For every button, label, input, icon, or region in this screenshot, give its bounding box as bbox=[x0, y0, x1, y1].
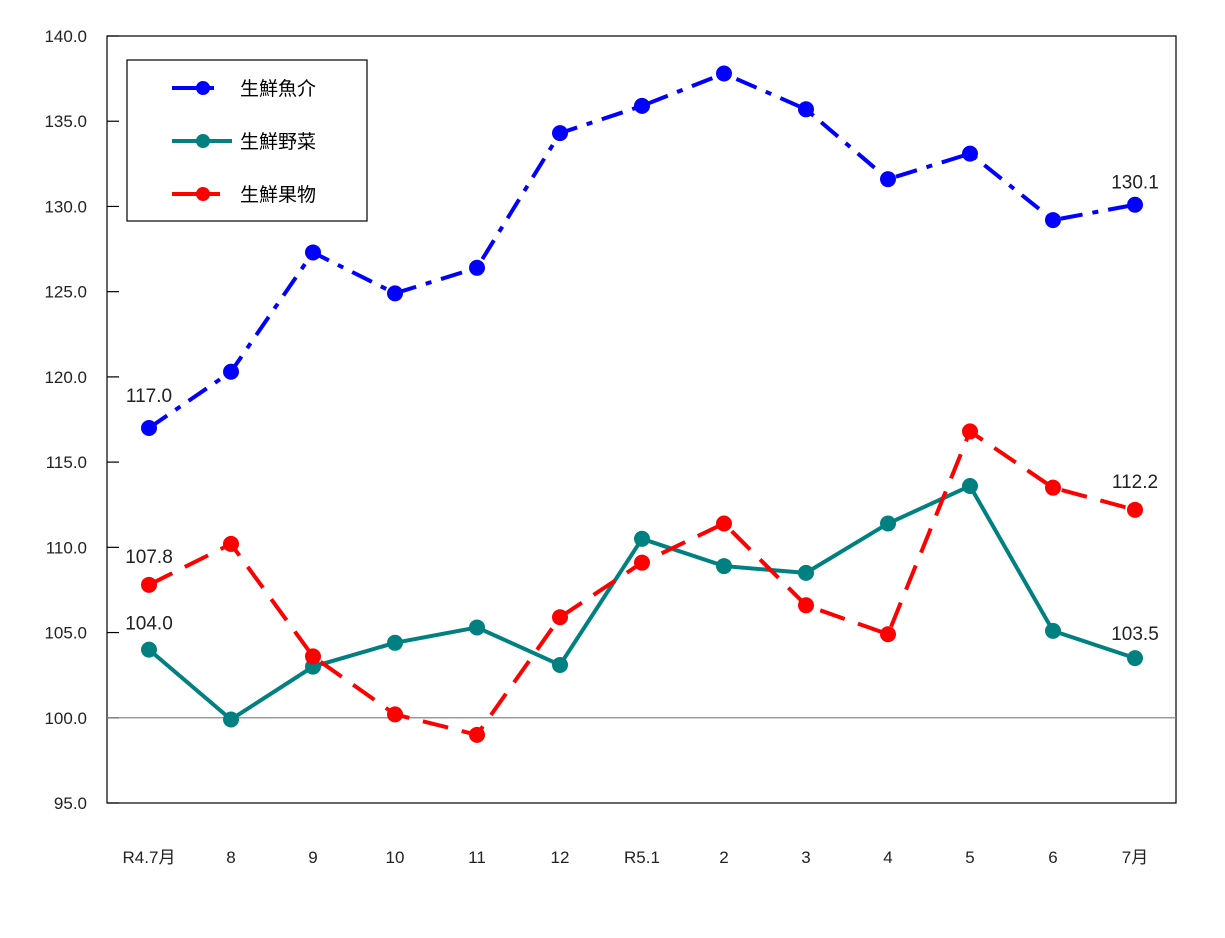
plot-area bbox=[106, 35, 1177, 804]
y-tick-label: 125.0 bbox=[44, 283, 87, 302]
data-point bbox=[634, 554, 650, 571]
series-2 bbox=[141, 423, 1143, 743]
data-point bbox=[1127, 501, 1143, 518]
data-point bbox=[387, 285, 403, 302]
data-point bbox=[880, 171, 896, 188]
x-tick-label: 7月 bbox=[1122, 848, 1148, 867]
data-point bbox=[798, 597, 814, 614]
x-tick-label: 8 bbox=[226, 848, 235, 867]
y-tick-label: 105.0 bbox=[44, 624, 87, 643]
y-tick-label: 120.0 bbox=[44, 368, 87, 387]
data-point bbox=[634, 97, 650, 114]
x-tick-label: R5.1 bbox=[624, 848, 660, 867]
x-tick-label: R4.7月 bbox=[123, 848, 176, 867]
data-label: 103.5 bbox=[1111, 624, 1159, 645]
x-tick-label: 9 bbox=[308, 848, 317, 867]
legend-label: 生鮮野菜 bbox=[240, 131, 316, 153]
y-tick-label: 115.0 bbox=[46, 453, 87, 472]
data-point bbox=[223, 711, 239, 728]
data-point bbox=[305, 244, 321, 261]
data-point bbox=[552, 125, 568, 142]
data-point bbox=[305, 648, 321, 665]
y-tick-label: 140.0 bbox=[44, 27, 87, 46]
data-label: 112.2 bbox=[1112, 472, 1158, 493]
series-0 bbox=[141, 65, 1143, 437]
data-point bbox=[716, 515, 732, 532]
y-tick-label: 130.0 bbox=[44, 197, 87, 216]
data-point bbox=[716, 558, 732, 575]
data-point bbox=[552, 609, 568, 626]
data-point bbox=[1127, 196, 1143, 213]
legend-label: 生鮮魚介 bbox=[240, 78, 316, 100]
data-point bbox=[552, 656, 568, 673]
y-tick-label: 110.0 bbox=[46, 538, 87, 557]
x-axis: R4.7月 8 9 10 11 12 R5.1 2 3 4 5 6 7月 bbox=[123, 848, 1149, 867]
data-point bbox=[469, 619, 485, 636]
data-point bbox=[223, 363, 239, 380]
data-label: 107.8 bbox=[125, 547, 173, 568]
y-tick-label: 135.0 bbox=[44, 112, 87, 131]
x-tick-label: 11 bbox=[468, 848, 486, 867]
legend-label: 生鮮果物 bbox=[240, 184, 316, 206]
data-point bbox=[141, 420, 157, 437]
data-point bbox=[798, 101, 814, 118]
legend-item-0: 生鮮魚介 bbox=[172, 78, 316, 100]
data-point bbox=[962, 423, 978, 440]
data-point bbox=[962, 145, 978, 162]
legend-item-2: 生鮮果物 bbox=[172, 184, 316, 206]
data-point bbox=[469, 259, 485, 276]
legend-item-1: 生鮮野菜 bbox=[172, 131, 316, 153]
data-point bbox=[387, 706, 403, 723]
data-point bbox=[634, 530, 650, 547]
x-tick-label: 5 bbox=[965, 848, 974, 867]
data-point bbox=[223, 535, 239, 552]
data-point bbox=[880, 515, 896, 532]
data-point bbox=[1045, 622, 1061, 639]
x-tick-label: 2 bbox=[719, 848, 728, 867]
x-tick-label: 10 bbox=[386, 848, 405, 867]
data-point bbox=[1045, 479, 1061, 496]
data-label: 117.0 bbox=[126, 386, 172, 407]
data-point bbox=[1045, 212, 1061, 229]
data-point bbox=[141, 641, 157, 658]
data-point bbox=[962, 477, 978, 494]
data-point bbox=[387, 634, 403, 651]
x-tick-label: 12 bbox=[551, 848, 570, 867]
series-lines: 117.0 130.1 104.0 103.5 107.8 112.2 bbox=[125, 65, 1159, 743]
series-1 bbox=[141, 477, 1143, 728]
x-tick-label: 4 bbox=[883, 848, 892, 867]
y-axis: 95.0 100.0 105.0 110.0 115.0 120.0 125.0 130.0 1… bbox=[44, 27, 119, 813]
data-label: 104.0 bbox=[125, 614, 173, 635]
data-point bbox=[880, 626, 896, 643]
data-point bbox=[716, 65, 732, 82]
x-tick-label: 3 bbox=[801, 848, 810, 867]
data-point bbox=[1127, 650, 1143, 667]
data-label: 130.1 bbox=[1111, 173, 1159, 194]
y-tick-label: 95.0 bbox=[54, 794, 87, 813]
x-tick-label: 6 bbox=[1048, 848, 1057, 867]
data-point bbox=[798, 564, 814, 581]
data-point bbox=[141, 576, 157, 593]
data-point bbox=[469, 726, 485, 743]
y-tick-label: 100.0 bbox=[44, 709, 87, 728]
